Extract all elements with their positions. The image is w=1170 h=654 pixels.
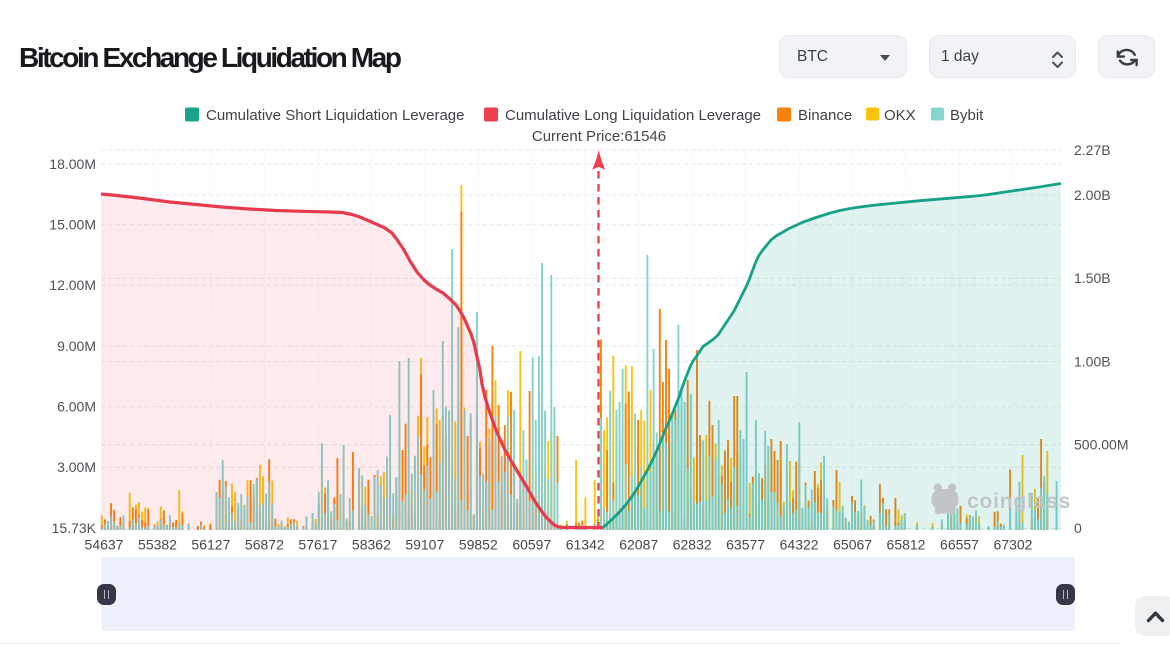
svg-text:Binance: Binance — [798, 107, 852, 124]
svg-text:1.50B: 1.50B — [1074, 270, 1111, 286]
svg-text:65812: 65812 — [887, 537, 926, 553]
svg-text:63577: 63577 — [726, 537, 765, 553]
svg-text:62087: 62087 — [619, 537, 658, 553]
svg-text:Bybit: Bybit — [950, 107, 984, 124]
svg-text:59107: 59107 — [405, 537, 444, 553]
svg-text:61342: 61342 — [566, 537, 605, 553]
svg-text:15.73K: 15.73K — [52, 520, 97, 536]
svg-text:64322: 64322 — [780, 537, 819, 553]
svg-text:55382: 55382 — [138, 537, 177, 553]
svg-text:0: 0 — [1074, 520, 1082, 536]
svg-text:62832: 62832 — [673, 537, 712, 553]
svg-text:9.00M: 9.00M — [57, 338, 96, 354]
svg-text:Current Price:61546: Current Price:61546 — [532, 128, 666, 145]
svg-text:Cumulative Long Liquidation Le: Cumulative Long Liquidation Leverage — [505, 107, 761, 124]
svg-text:12.00M: 12.00M — [49, 277, 96, 293]
svg-text:56872: 56872 — [245, 537, 284, 553]
svg-text:Cumulative Short Liquidation L: Cumulative Short Liquidation Leverage — [206, 107, 465, 124]
svg-text:500.00M: 500.00M — [1074, 437, 1128, 453]
svg-text:54637: 54637 — [85, 537, 124, 553]
svg-text:65067: 65067 — [833, 537, 872, 553]
svg-text:1.00B: 1.00B — [1074, 353, 1111, 369]
svg-text:6.00M: 6.00M — [57, 399, 96, 415]
svg-text:58362: 58362 — [352, 537, 391, 553]
svg-text:60597: 60597 — [512, 537, 551, 553]
svg-text:3.00M: 3.00M — [57, 459, 96, 475]
svg-text:OKX: OKX — [884, 107, 916, 124]
svg-text:67302: 67302 — [994, 537, 1033, 553]
svg-text:59852: 59852 — [459, 537, 498, 553]
svg-text:57617: 57617 — [298, 537, 337, 553]
svg-text:coinglass: coinglass — [967, 490, 1071, 513]
svg-text:56127: 56127 — [191, 537, 230, 553]
svg-text:18.00M: 18.00M — [49, 156, 96, 172]
svg-text:66557: 66557 — [940, 537, 979, 553]
svg-text:2.00B: 2.00B — [1074, 187, 1111, 203]
svg-text:15.00M: 15.00M — [49, 217, 96, 233]
svg-text:2.27B: 2.27B — [1074, 142, 1111, 158]
